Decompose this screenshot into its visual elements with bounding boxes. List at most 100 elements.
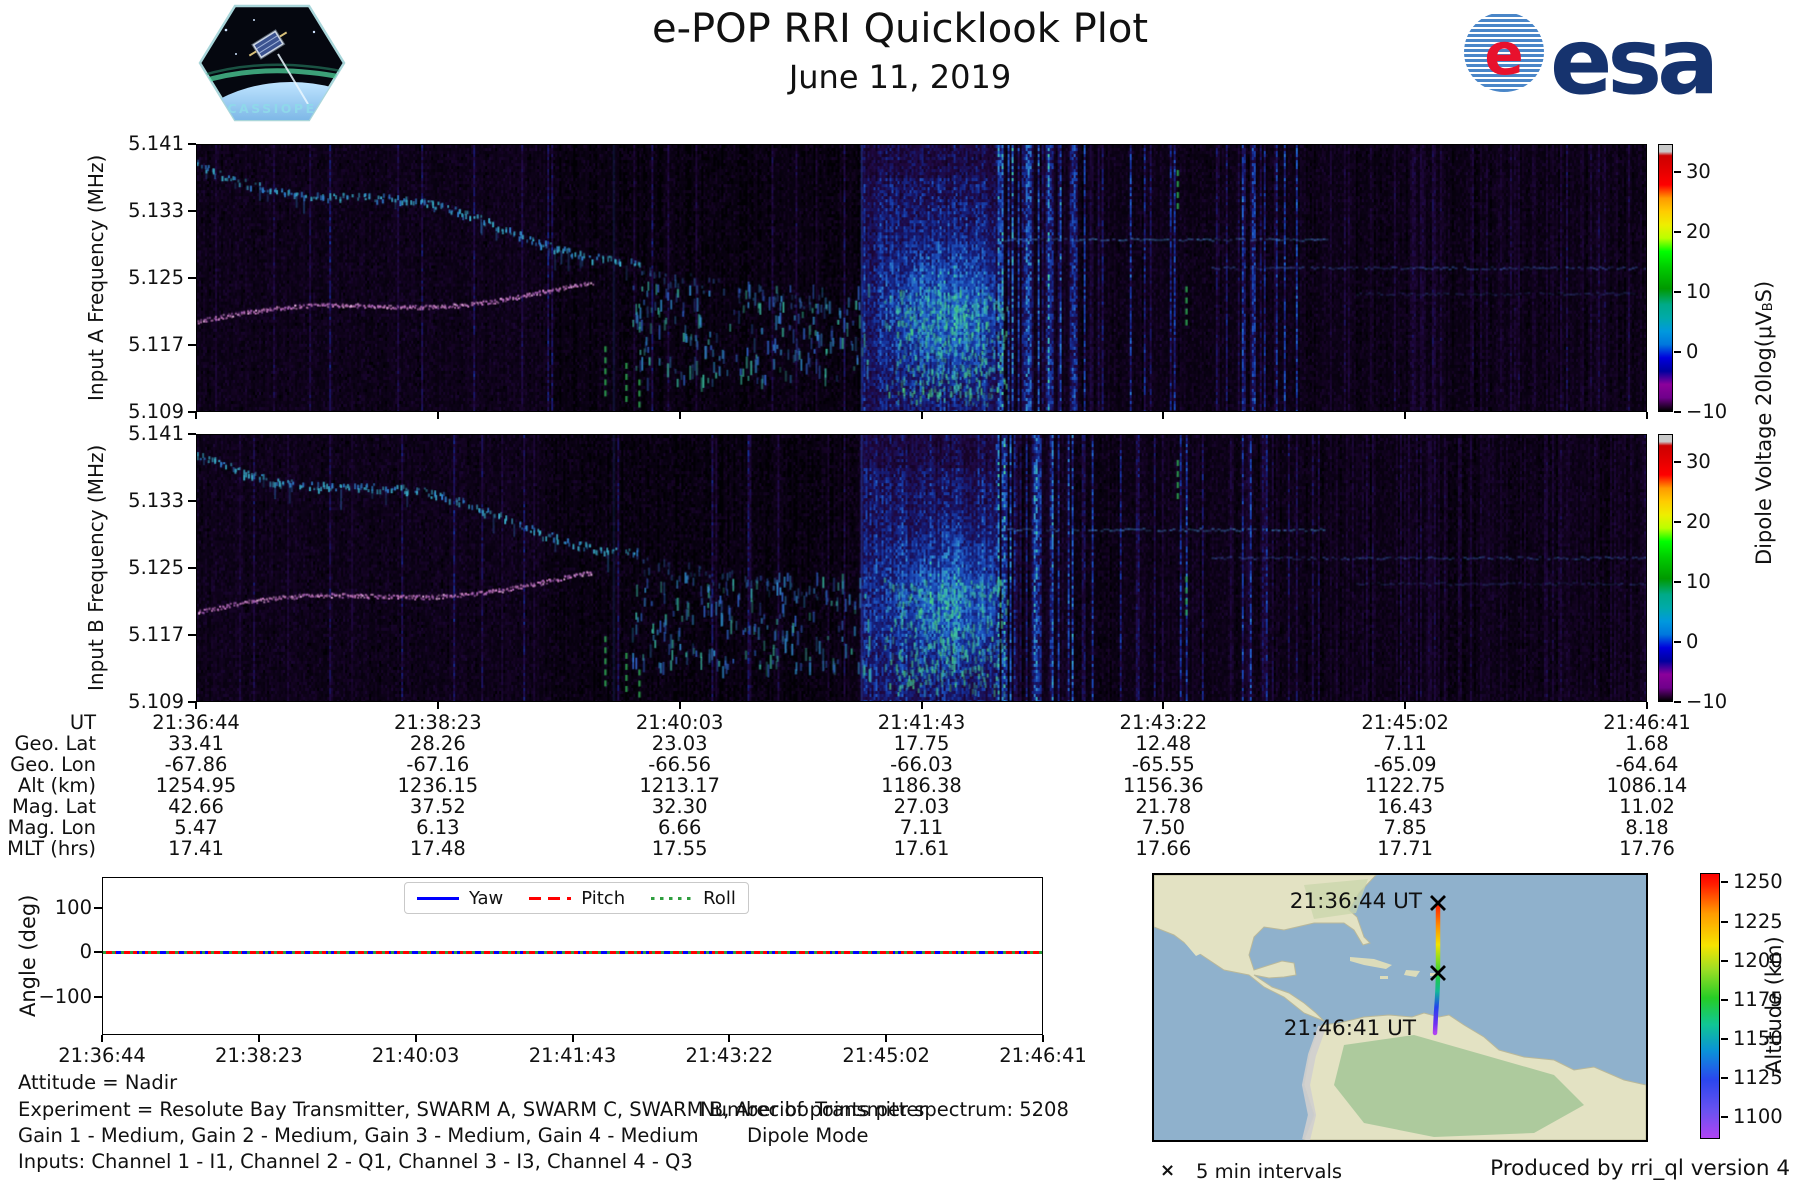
angle-xtick-mark <box>414 1035 417 1042</box>
note-points: Number of points per spectrum: 5208 <box>700 1098 1069 1121</box>
note-attitude: Attitude = Nadir <box>18 1071 178 1094</box>
ephemeris-cell: 28.26 <box>409 732 466 755</box>
ephemeris-cell: 17.71 <box>1377 837 1434 860</box>
legend-label: Pitch <box>581 887 626 909</box>
altitude-colorbar-tick-label: 1250 <box>1733 870 1783 894</box>
esa-wordmark: esa <box>1550 8 1719 115</box>
freq-ytick-label: 5.109 <box>128 690 184 713</box>
freq-ytick-mark <box>188 210 196 212</box>
dipole-colorbar-tick-mark <box>1674 461 1681 464</box>
spectrogram-b-ylabel: Input B Frequency (MHz) <box>84 444 108 692</box>
time-xtick-mark <box>1404 702 1407 709</box>
cassiope-mission-patch: CASSIOPE <box>198 4 346 122</box>
ephemeris-cell: 16.43 <box>1377 795 1434 818</box>
spectrogram-b-canvas <box>197 435 1646 701</box>
ephemeris-row-label: Mag. Lat <box>11 795 96 818</box>
time-xtick-mark <box>436 412 439 419</box>
dipole-colorbar-tick-mark <box>1674 351 1681 354</box>
page-title: e-POP RRI Quicklook Plot <box>651 6 1148 52</box>
angle-xtick-label: 21:36:44 <box>58 1044 146 1067</box>
altitude-colorbar-tick-mark <box>1721 881 1728 884</box>
freq-ytick-label: 5.141 <box>128 132 184 155</box>
ephemeris-cell: 21:40:03 <box>635 711 724 734</box>
interval-marker-glyph: × <box>1160 1160 1176 1181</box>
freq-ytick-label: 5.125 <box>128 266 184 289</box>
dipole-colorbar-tick-label: 10 <box>1686 280 1711 304</box>
legend-entry-roll: Roll <box>651 888 736 909</box>
altitude-colorbar-tick-mark <box>1721 1116 1728 1119</box>
angle-plot-legend: Yaw Pitch Roll <box>404 882 749 914</box>
dipole-colorbar-label: Dipole Voltage 20log(μVBS) <box>1752 168 1776 678</box>
angle-xtick-mark <box>885 1035 888 1042</box>
time-xtick-mark <box>1646 702 1648 709</box>
legend-label: Roll <box>703 887 736 909</box>
time-xtick-mark <box>1404 412 1407 419</box>
ephemeris-cell: -64.64 <box>1615 753 1679 776</box>
patch-satellite <box>248 29 288 60</box>
dipole-colorbar-tick-label: 0 <box>1686 630 1699 654</box>
ephemeris-cell: 17.66 <box>1135 837 1192 860</box>
altitude-colorbar-tick-mark <box>1721 998 1728 1001</box>
ephemeris-cell: 17.55 <box>651 837 708 860</box>
dipole-colorbar-b <box>1658 434 1673 702</box>
time-xtick-mark <box>195 702 197 709</box>
altitude-colorbar-tick-label: 1150 <box>1733 1026 1783 1050</box>
ephemeris-cell: 21:36:44 <box>152 711 240 734</box>
angle-xtick-mark <box>1042 1035 1044 1042</box>
angle-xtick-mark <box>101 1035 103 1042</box>
map-jamaica <box>1380 976 1388 979</box>
dipole-colorbar-tick-mark <box>1674 641 1681 644</box>
ephemeris-cell: -67.86 <box>164 753 228 776</box>
dipole-colorbar-tick-label: 10 <box>1686 570 1711 594</box>
esa-globe-e: e <box>1484 20 1524 89</box>
time-xtick-mark <box>1162 702 1165 709</box>
track-start-marker <box>1430 895 1446 911</box>
dipole-colorbar-tick-mark <box>1674 231 1681 234</box>
dipole-colorbar-tick-label: 30 <box>1686 450 1711 474</box>
freq-ytick-label: 5.117 <box>128 623 184 646</box>
ephemeris-cell: 5.47 <box>174 816 218 839</box>
ephemeris-cell: -66.56 <box>648 753 712 776</box>
ephemeris-cell: 32.30 <box>651 795 708 818</box>
dipole-colorbar-a <box>1658 144 1673 412</box>
ephemeris-cell: 17.61 <box>893 837 950 860</box>
ephemeris-cell: 21:41:43 <box>877 711 966 734</box>
ephemeris-cell: 1236.15 <box>397 774 479 797</box>
legend-line-sample <box>529 896 572 900</box>
ephemeris-row-label: UT <box>69 711 96 734</box>
dipole-colorbar-tick-mark <box>1674 521 1681 524</box>
angle-xtick-mark <box>571 1035 574 1042</box>
altitude-colorbar-tick-mark <box>1721 1037 1728 1040</box>
note-experiment: Experiment = Resolute Bay Transmitter, S… <box>18 1098 927 1121</box>
time-xtick-mark <box>195 412 197 419</box>
freq-ytick-label: 5.109 <box>128 400 184 423</box>
ephemeris-cell: 1.68 <box>1625 732 1669 755</box>
ephemeris-cell: 21:38:23 <box>394 711 482 734</box>
page-date: June 11, 2019 <box>788 58 1012 96</box>
angle-xtick-label: 21:45:02 <box>842 1044 930 1067</box>
map-graphic <box>1154 875 1646 1140</box>
dipole-colorbar-tick-label: 30 <box>1686 160 1711 184</box>
altitude-colorbar-tick-mark <box>1721 959 1728 962</box>
spectrogram-a-ylabel: Input A Frequency (MHz) <box>84 154 108 402</box>
note-gain: Gain 1 - Medium, Gain 2 - Medium, Gain 3… <box>18 1124 699 1147</box>
angle-ytick-label: −100 <box>38 985 92 1008</box>
ephemeris-cell: 12.48 <box>1135 732 1192 755</box>
spectrogram-a <box>196 144 1647 412</box>
altitude-colorbar-tick-label: 1100 <box>1733 1105 1783 1129</box>
ephemeris-cell: -65.09 <box>1373 753 1437 776</box>
ephemeris-cell: 7.11 <box>899 816 944 839</box>
map-end-time-label: 21:46:41 UT <box>1283 1016 1416 1041</box>
freq-ytick-label: 5.141 <box>128 422 184 445</box>
angle-ytick-mark <box>94 996 102 998</box>
dipole-colorbar-tick-label: 0 <box>1686 340 1699 364</box>
angle-xtick-label: 21:43:22 <box>685 1044 774 1067</box>
altitude-colorbar-tick-label: 1225 <box>1733 909 1783 933</box>
angle-ytick-mark <box>94 907 102 909</box>
note-inputs: Inputs: Channel 1 - I1, Channel 2 - Q1, … <box>18 1150 693 1173</box>
ephemeris-row-label: Alt (km) <box>17 774 96 797</box>
note-mode: Dipole Mode <box>747 1124 869 1147</box>
ephemeris-cell: 27.03 <box>893 795 950 818</box>
ephemeris-cell: 17.48 <box>409 837 466 860</box>
